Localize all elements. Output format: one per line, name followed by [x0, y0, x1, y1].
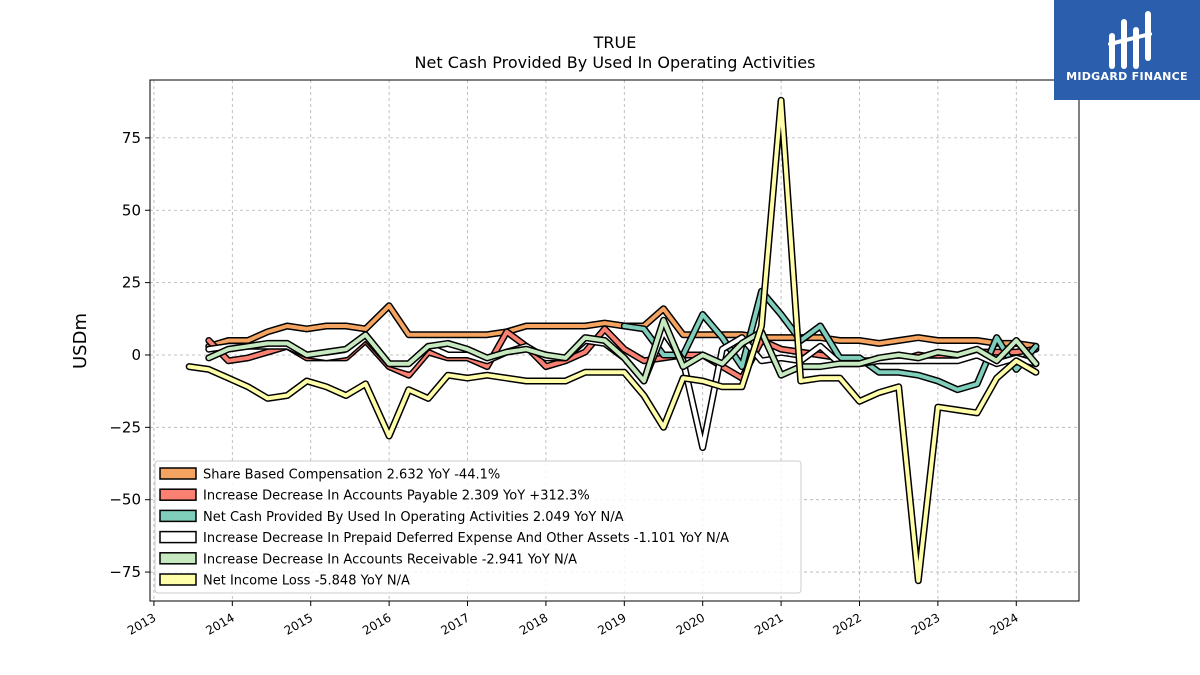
- y-tick-label: 75: [122, 129, 141, 147]
- legend-swatch: [159, 467, 197, 480]
- y-tick-label: 25: [122, 274, 141, 292]
- logo-text: MIDGARD FINANCE: [1066, 70, 1188, 83]
- legend-label: Increase Decrease In Accounts Receivable…: [203, 552, 577, 567]
- legend-swatch: [159, 573, 197, 586]
- plot-frame: [149, 79, 1080, 602]
- legend-swatch: [159, 552, 197, 565]
- series-line-fill: [622, 289, 1038, 392]
- y-tick-label: −50: [109, 491, 141, 509]
- chart-title: TRUE: [593, 33, 637, 52]
- y-axis-label: USDm: [70, 313, 91, 369]
- legend-label: Net Income Loss -5.848 YoY N/A: [203, 574, 410, 589]
- legend-label: Increase Decrease In Prepaid Deferred Ex…: [203, 531, 729, 546]
- chart-subtitle: Net Cash Provided By Used In Operating A…: [415, 53, 816, 72]
- series-line: [620, 287, 1040, 394]
- series-line: [205, 316, 1040, 385]
- logo-mark-icon: [1108, 11, 1152, 69]
- legend-label: Net Cash Provided By Used In Operating A…: [203, 510, 624, 525]
- series-line-fill: [206, 318, 1038, 383]
- series-line: [185, 96, 1040, 585]
- legend: Share Based Compensation 2.632 YoY -44.1…: [154, 460, 802, 594]
- midgard-finance-logo: MIDGARD FINANCE: [1054, 0, 1200, 100]
- series-line-fill: [187, 98, 1038, 583]
- y-tick-label: 0: [131, 346, 141, 364]
- legend-label: Share Based Compensation 2.632 YoY -44.1…: [203, 468, 500, 483]
- legend-box: [154, 460, 802, 594]
- y-axis: 75 50 25 0 −25 −50 −75: [109, 129, 150, 581]
- legend-label: Increase Decrease In Accounts Payable 2.…: [203, 489, 590, 504]
- series-lines: [185, 96, 1040, 585]
- legend-swatch: [159, 488, 197, 501]
- y-tick-label: −25: [109, 418, 141, 436]
- y-tick-label: −75: [109, 563, 141, 581]
- legend-swatch: [159, 530, 197, 544]
- y-tick-label: 50: [122, 201, 141, 219]
- legend-swatch: [159, 509, 197, 523]
